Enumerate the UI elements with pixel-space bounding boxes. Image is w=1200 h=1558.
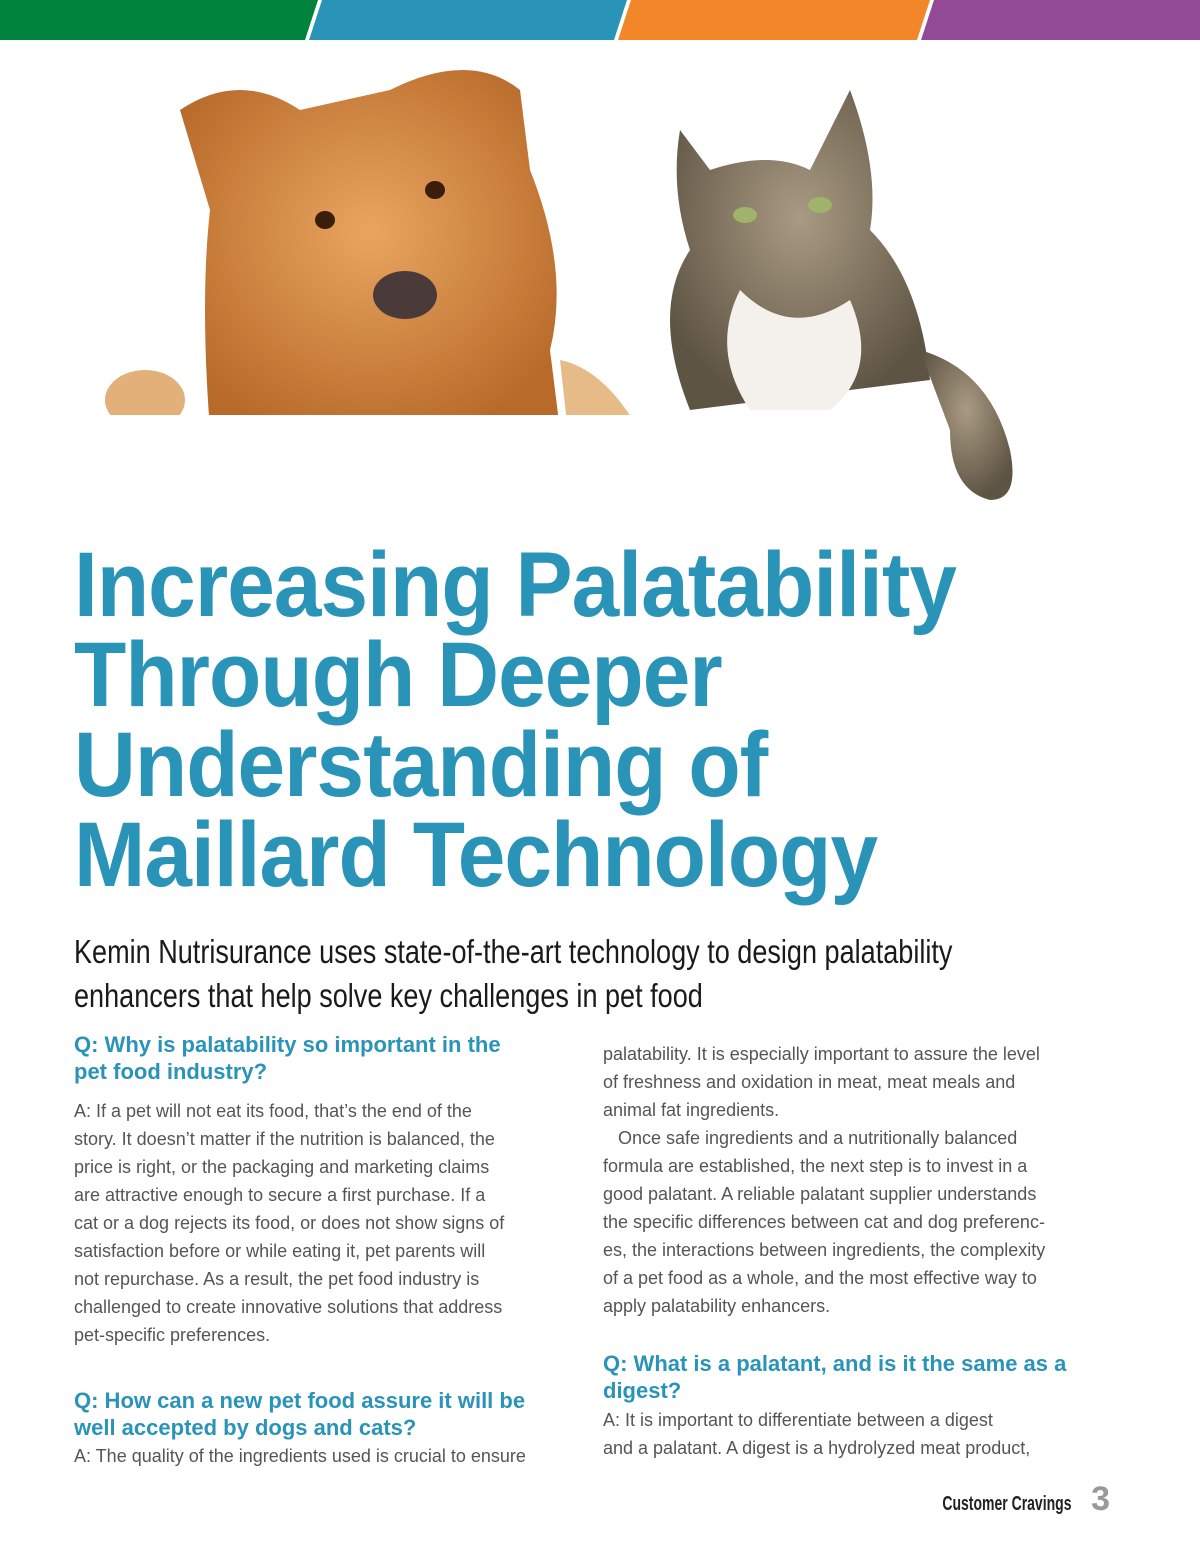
answer-line: good palatant. A reliable palatant suppl…: [603, 1184, 1037, 1204]
article-subtitle: Kemin Nutrisurance uses state-of-the-art…: [74, 930, 1145, 1018]
answer-line: apply palatability enhancers.: [603, 1296, 831, 1316]
answer-line: challenged to create innovative solution…: [74, 1297, 503, 1317]
answer-2: A: The quality of the ingredients used i…: [74, 1442, 584, 1470]
answer-line: not repurchase. As a result, the pet foo…: [74, 1269, 480, 1289]
answer-line: of a pet food as a whole, and the most e…: [603, 1268, 1037, 1288]
question-line: digest?: [603, 1378, 682, 1403]
question-line: well accepted by dogs and cats?: [74, 1415, 417, 1440]
color-band-header: [0, 0, 1200, 40]
question-1: Q: Why is palatability so important in t…: [74, 1031, 584, 1085]
question-line: pet food industry?: [74, 1059, 268, 1084]
band-orange: [618, 0, 930, 40]
answer-line: A: It is important to differentiate betw…: [603, 1410, 993, 1430]
right-column: palatability. It is especially important…: [603, 1040, 1123, 1462]
left-column: Q: Why is palatability so important in t…: [74, 1031, 584, 1470]
question-line: Q: How can a new pet food assure it will…: [74, 1388, 526, 1413]
answer-line: cat or a dog rejects its food, or does n…: [74, 1213, 505, 1233]
page-number: 3: [1091, 1480, 1110, 1518]
answer-line: A: The quality of the ingredients used i…: [74, 1446, 526, 1466]
band-blue: [309, 0, 627, 40]
answer-line: of freshness and oxidation in meat, meat…: [603, 1072, 1016, 1092]
question-line: Q: What is a palatant, and is it the sam…: [603, 1351, 1067, 1376]
question-line: Q: Why is palatability so important in t…: [74, 1032, 501, 1057]
answer-line: animal fat ingredients.: [603, 1100, 780, 1120]
answer-line: formula are established, the next step i…: [603, 1156, 1028, 1176]
subtitle-line: Kemin Nutrisurance uses state-of-the-art…: [74, 933, 953, 970]
magazine-name: Customer Cravings: [941, 1493, 1072, 1515]
answer-line: es, the interactions between ingredients…: [603, 1240, 1046, 1260]
answer-3: A: It is important to differentiate betw…: [603, 1406, 1123, 1462]
band-green: [0, 0, 318, 40]
page-footer: Customer Cravings 3: [887, 1480, 1110, 1519]
answer-2-continued: palatability. It is especially important…: [603, 1040, 1123, 1320]
question-3: Q: What is a palatant, and is it the sam…: [603, 1350, 1123, 1404]
answer-line: story. It doesn’t matter if the nutritio…: [74, 1129, 495, 1149]
answer-line: palatability. It is especially important…: [603, 1044, 1040, 1064]
cat-icon: [670, 90, 1013, 500]
answer-line: and a palatant. A digest is a hydrolyzed…: [603, 1438, 1031, 1458]
answer-line: pet-specific preferences.: [74, 1325, 271, 1345]
answer-line: A: If a pet will not eat its food, that’…: [74, 1101, 472, 1121]
answer-line: the specific differences between cat and…: [603, 1212, 1045, 1232]
dog-and-cat-photo: [90, 70, 1090, 540]
subtitle-line: enhancers that help solve key challenges…: [74, 977, 703, 1014]
question-2: Q: How can a new pet food assure it will…: [74, 1387, 584, 1441]
title-line: Increasing Palatability: [74, 534, 957, 636]
answer-line: Once safe ingredients and a nutritionall…: [603, 1128, 1018, 1148]
title-line: Through Deeper: [74, 624, 723, 726]
title-line: Understanding of: [74, 714, 768, 816]
band-purple: [921, 0, 1200, 40]
answer-line: satisfaction before or while eating it, …: [74, 1241, 486, 1261]
article-title: Increasing Palatability Through Deeper Und…: [74, 534, 1022, 906]
answer-line: are attractive enough to secure a first …: [74, 1185, 486, 1205]
answer-1: A: If a pet will not eat its food, that’…: [74, 1097, 584, 1349]
answer-line: price is right, or the packaging and mar…: [74, 1157, 490, 1177]
title-line: Maillard Technology: [74, 804, 878, 906]
